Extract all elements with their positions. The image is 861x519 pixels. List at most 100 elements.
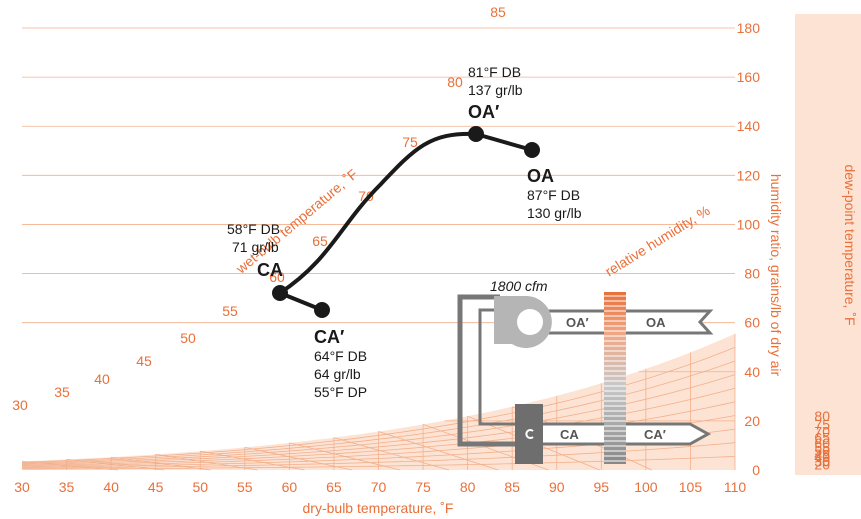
x-axis-title: dry-bulb temperature, ˚F bbox=[303, 500, 454, 516]
return-duct bbox=[457, 294, 515, 447]
wet-bulb-tick-label: 60 bbox=[269, 269, 285, 285]
ca-prime-line2: 64 gr/lb bbox=[314, 366, 361, 382]
dew-point-tick-label: 50 bbox=[814, 443, 830, 459]
process-curve bbox=[278, 131, 477, 295]
diagram-ca-label: CA bbox=[560, 427, 579, 442]
wb-grid-line bbox=[111, 456, 211, 471]
wet-bulb-tick-label: 30 bbox=[12, 397, 28, 413]
wb-grid-line bbox=[21, 460, 119, 471]
wb-grid-line bbox=[378, 431, 499, 471]
x-tick-label: 95 bbox=[594, 479, 610, 495]
humidity-ratio-tick-label: 140 bbox=[737, 118, 761, 134]
cooling-coil bbox=[515, 404, 543, 464]
humidity-ratio-tick-label: 120 bbox=[737, 167, 761, 183]
humidity-ratio-axis-title: humidity ratio, grains/lb of dry air bbox=[768, 174, 784, 377]
x-tick-label: 35 bbox=[59, 479, 75, 495]
ca-line1: 58°F DB bbox=[227, 221, 280, 237]
wet-bulb-tick-label: 55 bbox=[222, 303, 238, 319]
humidity-ratio-tick-label: 20 bbox=[744, 413, 760, 429]
x-axis-ticks: 30 35 40 45 50 55 60 65 70 75 80 85 90 95 100 105 110 bbox=[14, 479, 746, 495]
humidity-ratio-ticks: 0 20 40 60 80 100 120 140 160 180 bbox=[737, 20, 761, 478]
wb-grid-line bbox=[66, 459, 165, 471]
x-tick-label: 75 bbox=[415, 479, 431, 495]
wb-grid-line bbox=[200, 450, 305, 471]
ca-line2: 71 gr/lb bbox=[232, 239, 279, 255]
x-tick-label: 100 bbox=[634, 479, 658, 495]
wet-bulb-tick-label: 65 bbox=[312, 233, 328, 249]
x-tick-label: 30 bbox=[14, 479, 30, 495]
ca-prime-name: CA′ bbox=[314, 327, 344, 347]
humidity-ratio-tick-label: 180 bbox=[737, 20, 761, 36]
point-ca-prime bbox=[314, 302, 330, 318]
dew-point-axis-title: dew-point temperature, ˚F bbox=[842, 164, 858, 325]
dew-point-tick-label: 40 bbox=[814, 449, 830, 465]
ca-prime-line3: 55°F DP bbox=[314, 384, 367, 400]
oa-line1: 87°F DB bbox=[527, 187, 580, 203]
wet-bulb-tick-label: 85 bbox=[490, 4, 506, 20]
point-oa bbox=[524, 142, 540, 158]
humidity-ratio-tick-label: 100 bbox=[737, 216, 761, 232]
wet-bulb-tick-label: 80 bbox=[447, 74, 463, 90]
wb-grid-line bbox=[333, 437, 450, 471]
relative-humidity-title: relative humidity, % bbox=[602, 202, 713, 279]
humidity-ratio-tick-label: 0 bbox=[752, 462, 760, 478]
x-tick-label: 70 bbox=[371, 479, 387, 495]
humidity-ratio-tick-label: 60 bbox=[744, 315, 760, 331]
heat-exchanger-icon bbox=[604, 292, 626, 464]
dew-point-tick-label: 75 bbox=[814, 416, 830, 432]
dew-point-tick-label: 65 bbox=[814, 430, 830, 446]
wb-grid-line bbox=[244, 446, 353, 471]
return-duct-inner bbox=[478, 308, 515, 426]
dew-point-tick-label: 20 bbox=[814, 456, 830, 472]
dew-point-tick-label: 0 bbox=[822, 453, 830, 469]
wet-bulb-tick-label: 45 bbox=[136, 353, 152, 369]
humidity-ratio-tick-label: 80 bbox=[744, 266, 760, 282]
equipment-schematic: 1800 cfm OA′ OA CA CA′ bbox=[457, 278, 714, 464]
dew-point-scale-bar bbox=[795, 14, 861, 475]
heat-exchanger-lines bbox=[604, 295, 626, 462]
cfm-label: 1800 cfm bbox=[490, 278, 548, 294]
x-tick-label: 45 bbox=[148, 479, 164, 495]
x-tick-label: 80 bbox=[460, 479, 476, 495]
diagram-ca-prime-label: CA′ bbox=[644, 427, 666, 442]
x-tick-label: 55 bbox=[237, 479, 253, 495]
dew-point-tick-label: 70 bbox=[814, 424, 830, 440]
dew-point-tick-label: 45 bbox=[814, 446, 830, 462]
process-line-oa bbox=[475, 132, 533, 152]
x-tick-label: 65 bbox=[326, 479, 342, 495]
diagram-oa-prime-label: OA′ bbox=[566, 315, 589, 330]
humidity-ratio-tick-label: 160 bbox=[737, 69, 761, 85]
oa-line2: 130 gr/lb bbox=[527, 205, 582, 221]
wet-bulb-tick-label: 50 bbox=[180, 330, 196, 346]
diagram-oa-label: OA bbox=[646, 315, 666, 330]
x-tick-label: 40 bbox=[103, 479, 119, 495]
x-tick-label: 85 bbox=[504, 479, 520, 495]
wet-bulb-tick-label: 35 bbox=[54, 384, 70, 400]
ca-name: CA bbox=[257, 260, 283, 280]
x-tick-label: 110 bbox=[724, 479, 747, 495]
x-tick-label: 60 bbox=[282, 479, 298, 495]
coil-symbol-icon bbox=[525, 429, 534, 439]
fan-hub bbox=[517, 309, 543, 335]
dew-point-tick-label: 30 bbox=[814, 453, 830, 469]
wb-grid-line bbox=[289, 442, 401, 471]
wet-bulb-ticks: 30 35 40 45 50 55 60 65 70 75 80 85 bbox=[12, 4, 506, 413]
wet-bulb-tick-label: 40 bbox=[94, 371, 110, 387]
dew-point-tick-label: 55 bbox=[814, 439, 830, 455]
x-tick-label: 50 bbox=[192, 479, 208, 495]
x-tick-label: 90 bbox=[549, 479, 565, 495]
oa-name: OA bbox=[527, 166, 554, 186]
humidity-ratio-tick-label: 40 bbox=[744, 364, 760, 380]
oa-prime-name: OA′ bbox=[468, 102, 499, 122]
wb-grid-line bbox=[155, 454, 258, 471]
oa-prime-line1: 81°F DB bbox=[468, 64, 521, 80]
point-ca bbox=[272, 285, 288, 301]
ca-prime-line1: 64°F DB bbox=[314, 348, 367, 364]
wet-bulb-tick-label: 70 bbox=[358, 188, 374, 204]
wet-bulb-tick-label: 75 bbox=[402, 134, 418, 150]
oa-prime-line2: 137 gr/lb bbox=[468, 82, 523, 98]
dew-point-tick-label: 60 bbox=[814, 435, 830, 451]
x-tick-label: 105 bbox=[679, 479, 703, 495]
dew-point-tick-label: 80 bbox=[814, 408, 830, 424]
